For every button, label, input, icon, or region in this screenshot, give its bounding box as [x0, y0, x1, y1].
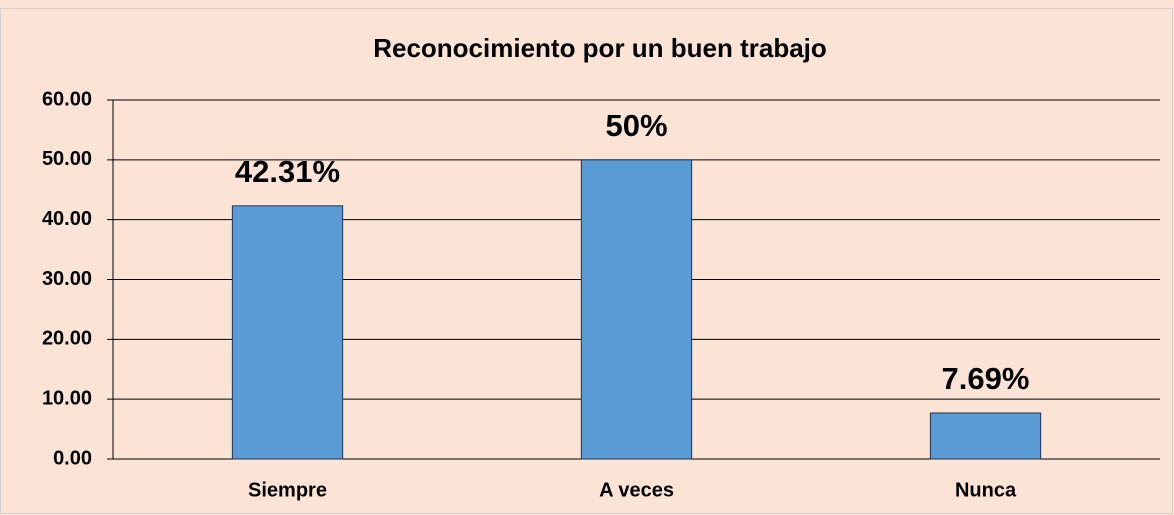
- value-label: 7.69%: [942, 361, 1030, 396]
- y-tick-label: 0.00: [53, 447, 92, 469]
- bar: [929, 412, 1042, 460]
- y-tick-label: 60.00: [42, 88, 92, 110]
- bar: [231, 205, 344, 460]
- value-label: 50%: [605, 108, 667, 143]
- value-label: 42.31%: [235, 154, 340, 189]
- y-tick-label: 30.00: [42, 268, 92, 290]
- y-tick-label: 50.00: [42, 148, 92, 170]
- x-tick-label: Nunca: [955, 479, 1017, 501]
- y-tick-label: 40.00: [42, 208, 92, 230]
- chart-title: Reconocimiento por un buen trabajo: [373, 33, 827, 63]
- y-tick-label: 20.00: [42, 328, 92, 350]
- y-tick-label: 10.00: [42, 387, 92, 409]
- bar: [580, 159, 693, 460]
- x-tick-label: Siempre: [248, 479, 327, 501]
- x-tick-label: A veces: [599, 479, 674, 501]
